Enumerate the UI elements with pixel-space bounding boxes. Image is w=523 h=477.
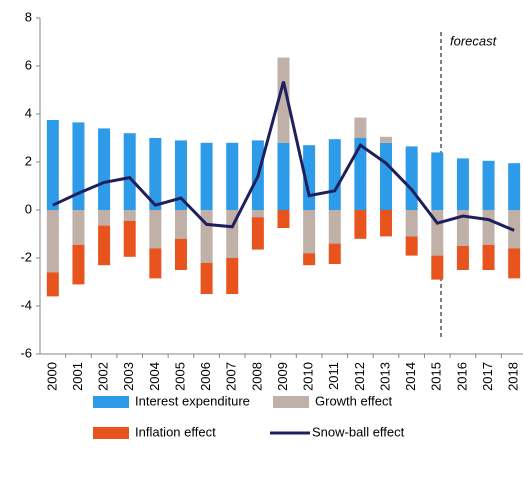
bar-segment [380, 136, 393, 143]
line [52, 81, 515, 232]
bar-segment [482, 160, 495, 210]
x-tick-label: 2016 [454, 362, 469, 391]
bar-segment [508, 163, 521, 210]
bar-segment [456, 158, 469, 210]
bar-segment [251, 217, 264, 250]
x-tick-label: 2002 [96, 362, 111, 391]
x-tick-label: 2001 [70, 362, 85, 391]
bar-segment [303, 210, 316, 254]
bar-segment [303, 253, 316, 266]
bar-segment [380, 142, 393, 210]
x-tick-label: 2000 [44, 362, 59, 391]
x-tick-label: 2010 [301, 362, 316, 391]
bar-segment [98, 225, 111, 266]
bar-segment [328, 210, 341, 244]
bar-segment [200, 262, 213, 294]
bar-segment [508, 248, 521, 279]
x-tick-label: 2017 [480, 362, 495, 391]
bar-segment [123, 220, 136, 257]
bar-segment [328, 139, 341, 210]
x-tick-label: 2007 [224, 362, 239, 391]
bar-segment [98, 128, 111, 210]
legend-label: Growth effect [315, 393, 392, 408]
x-tick-label: 2011 [326, 362, 341, 390]
annotation: forecast [450, 33, 498, 48]
bar-segment [354, 210, 367, 239]
bar-segment [46, 120, 59, 210]
legend-swatch [93, 427, 129, 439]
bar-segment [380, 210, 393, 237]
legend-swatch [93, 396, 129, 408]
x-tick-label: 2003 [121, 362, 136, 391]
bar-segment [72, 244, 85, 285]
bar-segment [482, 244, 495, 270]
y-tick-label: 2 [25, 153, 32, 168]
y-tick-label: -4 [20, 297, 32, 312]
bar-segment [277, 210, 290, 228]
bar-segment [174, 238, 187, 270]
x-tick-label: 2015 [429, 362, 444, 391]
bar-segment [46, 210, 59, 273]
bar-segment [354, 138, 367, 210]
y-tick-label: 0 [25, 201, 32, 216]
bar-segment [354, 117, 367, 138]
bar-segment [277, 57, 290, 143]
bar-segment [456, 210, 469, 246]
bar-segment [72, 122, 85, 210]
legend-label: Snow-ball effect [312, 424, 405, 439]
bar-segment [149, 210, 162, 249]
bar-segment [98, 210, 111, 226]
bar-segment [46, 272, 59, 297]
bar-segment [456, 246, 469, 270]
x-tick-label: 2005 [172, 362, 187, 391]
bar-segment [72, 210, 85, 245]
x-tick-label: 2012 [352, 362, 367, 391]
y-tick-label: -2 [20, 249, 32, 264]
bar-segment [251, 210, 264, 218]
x-tick-label: 2013 [377, 362, 392, 391]
bar-segment [405, 236, 418, 256]
x-tick-label: 2014 [403, 362, 418, 391]
bar-segment [277, 142, 290, 210]
y-tick-label: -6 [20, 345, 32, 360]
bar-segment [482, 210, 495, 245]
bar-segment [149, 138, 162, 210]
x-tick-label: 2018 [506, 362, 521, 391]
bar-segment [431, 255, 444, 280]
x-tick-label: 2009 [275, 362, 290, 391]
x-tick-label: 2008 [249, 362, 264, 391]
legend-label: Inflation effect [135, 424, 216, 439]
bar-segment [123, 210, 136, 221]
legend-swatch [273, 396, 309, 408]
bar-segment [226, 142, 239, 210]
bar-segment [123, 133, 136, 210]
bar-segment [405, 210, 418, 237]
bar-segment [328, 243, 341, 264]
bar-segment [226, 258, 239, 294]
bar-segment [174, 140, 187, 210]
bar-segment [174, 210, 187, 239]
bar-segment [200, 142, 213, 210]
y-tick-label: 4 [25, 105, 32, 120]
x-tick-label: 2004 [147, 362, 162, 391]
bar-segment [431, 152, 444, 210]
x-tick-label: 2006 [198, 362, 213, 391]
y-tick-label: 8 [25, 9, 32, 24]
y-tick-label: 6 [25, 57, 32, 72]
bar-segment [405, 146, 418, 210]
bar-segment [200, 210, 213, 263]
legend-label: Interest expenditure [135, 393, 250, 408]
bar-segment [149, 248, 162, 279]
